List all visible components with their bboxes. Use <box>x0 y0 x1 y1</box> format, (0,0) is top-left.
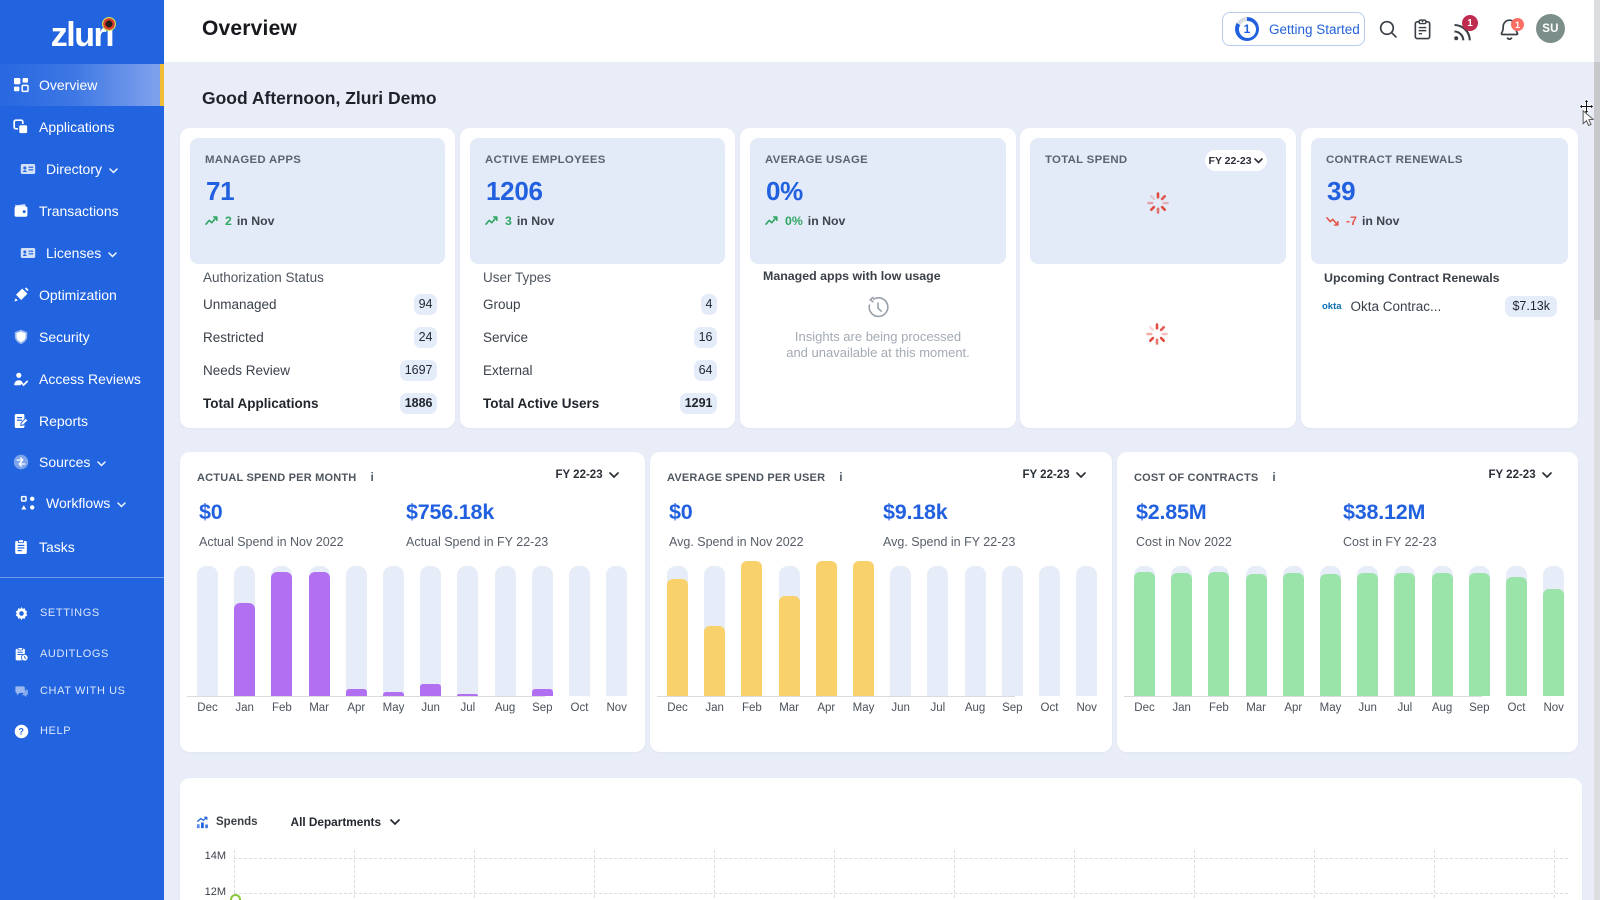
svg-text:?: ? <box>19 726 25 736</box>
